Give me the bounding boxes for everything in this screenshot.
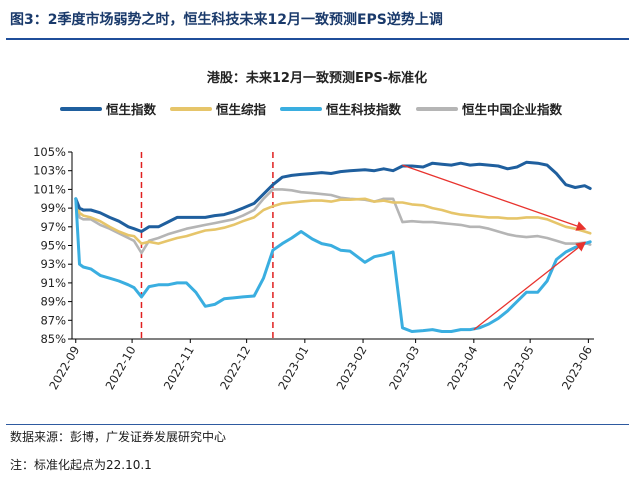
y-tick-label: 95% <box>40 239 66 253</box>
series-line-4 <box>74 188 592 255</box>
legend-label-3: 恒生科技指数 <box>326 102 402 117</box>
x-tick-label: 2022-09 <box>46 344 82 393</box>
x-tick-label: 2022-12 <box>217 344 253 393</box>
title-divider <box>6 38 629 40</box>
legend-label-4: 恒生中国企业指数 <box>462 102 563 117</box>
x-tick-label: 2023-06 <box>559 344 595 393</box>
series-line-3 <box>74 197 592 333</box>
y-tick-label: 87% <box>40 313 66 327</box>
series-line-2 <box>74 197 592 245</box>
y-tick-label: 103% <box>33 164 66 178</box>
source-divider <box>6 424 629 425</box>
x-tick-label: 2023-05 <box>501 344 537 393</box>
trend-arrow <box>473 241 587 331</box>
y-tick-label: 101% <box>33 182 66 196</box>
series-line-1 <box>74 160 592 233</box>
y-tick-label: 105% <box>33 145 66 159</box>
x-tick-label: 2022-10 <box>103 344 139 393</box>
trend-arrow <box>402 164 587 231</box>
x-tick-label: 2023-02 <box>333 344 369 393</box>
chart-title: 港股：未来12月一致预测EPS-标准化 <box>207 70 427 86</box>
x-tick-label: 2023-01 <box>275 344 311 393</box>
x-tick-label: 2023-04 <box>444 344 480 393</box>
source-note: 数据来源：彭博，广发证券发展研究中心 <box>10 430 227 444</box>
y-tick-label: 97% <box>40 220 66 234</box>
y-tick-label: 91% <box>40 276 66 290</box>
x-tick-label: 2022-11 <box>161 344 197 393</box>
footnote: 注：标准化起点为22.10.1 <box>10 458 152 472</box>
legend-label-1: 恒生指数 <box>106 102 157 117</box>
legend-label-2: 恒生综指 <box>216 102 267 117</box>
y-tick-label: 99% <box>40 201 66 215</box>
figure-title: 图3：2季度市场弱势之时，恒生科技未来12月一致预测EPS逆势上调 <box>10 12 443 28</box>
y-tick-label: 89% <box>40 295 66 309</box>
x-tick-label: 2023-03 <box>386 344 422 393</box>
y-tick-label: 85% <box>40 332 66 346</box>
y-tick-label: 93% <box>40 257 66 271</box>
